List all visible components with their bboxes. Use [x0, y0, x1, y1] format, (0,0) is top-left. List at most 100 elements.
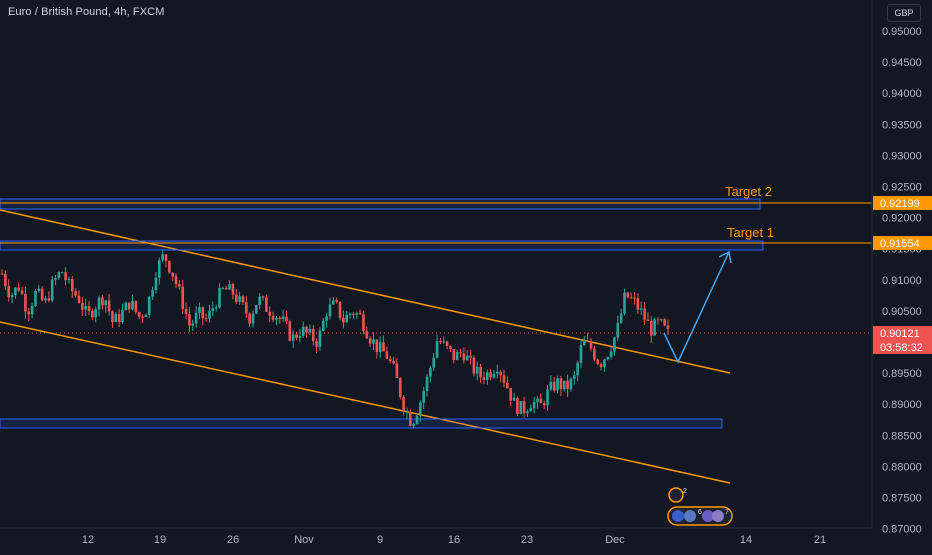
candle-body — [224, 288, 228, 290]
target2-zone[interactable] — [0, 198, 761, 210]
candle-body — [385, 351, 389, 359]
candle-body — [412, 423, 415, 426]
candle-body — [10, 295, 14, 298]
candle-body — [248, 313, 251, 324]
candle-body — [291, 334, 295, 341]
candle-body — [137, 312, 141, 317]
candle-body — [382, 342, 385, 352]
candle-body — [499, 371, 502, 376]
candle-body — [532, 402, 536, 409]
candle-body — [439, 341, 442, 343]
candle-body — [636, 298, 640, 310]
candle-body — [646, 319, 650, 321]
candle-body — [101, 297, 104, 306]
candle-body — [623, 292, 626, 314]
candle-body — [398, 378, 402, 398]
candle-body — [134, 300, 138, 313]
target1-label: Target 1 — [727, 225, 774, 240]
event-badges[interactable]: 2 6 7 — [667, 487, 733, 526]
candle-body — [663, 319, 666, 326]
candle-body — [117, 314, 121, 323]
candle-body — [305, 326, 308, 333]
candle-body — [509, 388, 513, 401]
candle-body — [234, 294, 238, 302]
projection-arrow[interactable] — [663, 250, 732, 364]
svg-text:0.90121: 0.90121 — [880, 328, 920, 340]
candle-body — [228, 284, 231, 290]
candle-body — [258, 296, 261, 306]
candle-body — [619, 313, 623, 323]
candle-body — [94, 309, 98, 318]
candle-body — [626, 292, 630, 298]
time-axis[interactable]: 12 19 26 Nov 9 16 23 Dec 14 21 — [0, 527, 872, 546]
candle-body — [231, 284, 235, 295]
candle-body — [30, 305, 34, 315]
candle-body — [519, 401, 523, 414]
candle-body — [84, 306, 87, 310]
candle-body — [402, 397, 405, 412]
support-zone[interactable] — [0, 418, 723, 429]
price-tick-label: 0.89000 — [882, 399, 922, 411]
candle-body — [572, 375, 576, 379]
candle-body — [40, 288, 44, 301]
time-tick-label: 26 — [227, 534, 239, 546]
candle-body — [522, 401, 526, 414]
candle-body — [609, 351, 613, 358]
candle-body — [7, 286, 10, 298]
candle-body — [14, 287, 17, 296]
candle-body — [285, 316, 288, 322]
candle-body — [512, 397, 516, 401]
candle-body — [161, 254, 164, 261]
candle-body — [489, 372, 492, 378]
candle-body — [529, 408, 533, 412]
candle-body — [526, 411, 529, 414]
candle-body — [144, 314, 148, 318]
candle-body — [345, 314, 349, 323]
channel-lower-line[interactable] — [0, 321, 731, 484]
candle-body — [596, 359, 600, 365]
candle-body — [422, 390, 425, 403]
time-tick-label: 14 — [740, 534, 752, 546]
candle-body — [653, 319, 656, 336]
candle-body — [64, 272, 67, 281]
candle-body — [372, 339, 375, 344]
candle-body — [171, 272, 174, 277]
price-tick-label: 0.88000 — [882, 461, 922, 473]
candle-body — [355, 313, 359, 315]
currency-button[interactable]: GBP — [887, 4, 921, 22]
candle-body — [559, 378, 563, 390]
candle-body — [388, 358, 392, 362]
candle-body — [639, 308, 643, 310]
candle-body — [482, 377, 486, 380]
candle-body — [211, 308, 215, 311]
candle-body — [104, 300, 108, 306]
candle-body — [164, 254, 168, 261]
time-tick-label: 9 — [377, 534, 383, 546]
candle-body — [666, 325, 670, 330]
candle-body — [479, 366, 482, 378]
candle-body — [613, 337, 616, 352]
channel-upper-line[interactable] — [0, 209, 731, 374]
candle-body — [77, 295, 81, 303]
candle-body — [47, 298, 51, 301]
candle-body — [569, 378, 573, 390]
price-tick-label: 0.89500 — [882, 368, 922, 380]
price-tick-label: 0.94000 — [882, 88, 922, 100]
candle-body — [278, 317, 282, 320]
candle-body — [475, 366, 479, 374]
candle-body — [174, 276, 178, 285]
candle-body — [288, 321, 292, 341]
candle-body — [24, 293, 27, 312]
candle-body — [375, 339, 379, 353]
candle-body — [469, 355, 472, 358]
price-tick-label: 0.94500 — [882, 57, 922, 69]
candle-body — [338, 301, 342, 318]
symbol-title: Euro / British Pound, 4h, FXCM — [8, 6, 165, 18]
time-tick-label: 23 — [521, 534, 533, 546]
candle-body — [268, 311, 272, 316]
target1-zone[interactable] — [0, 240, 764, 251]
candle-body — [536, 398, 539, 403]
price-axis[interactable]: 0.95000 0.94500 0.94000 0.93500 0.93000 0.925… — [871, 0, 922, 536]
